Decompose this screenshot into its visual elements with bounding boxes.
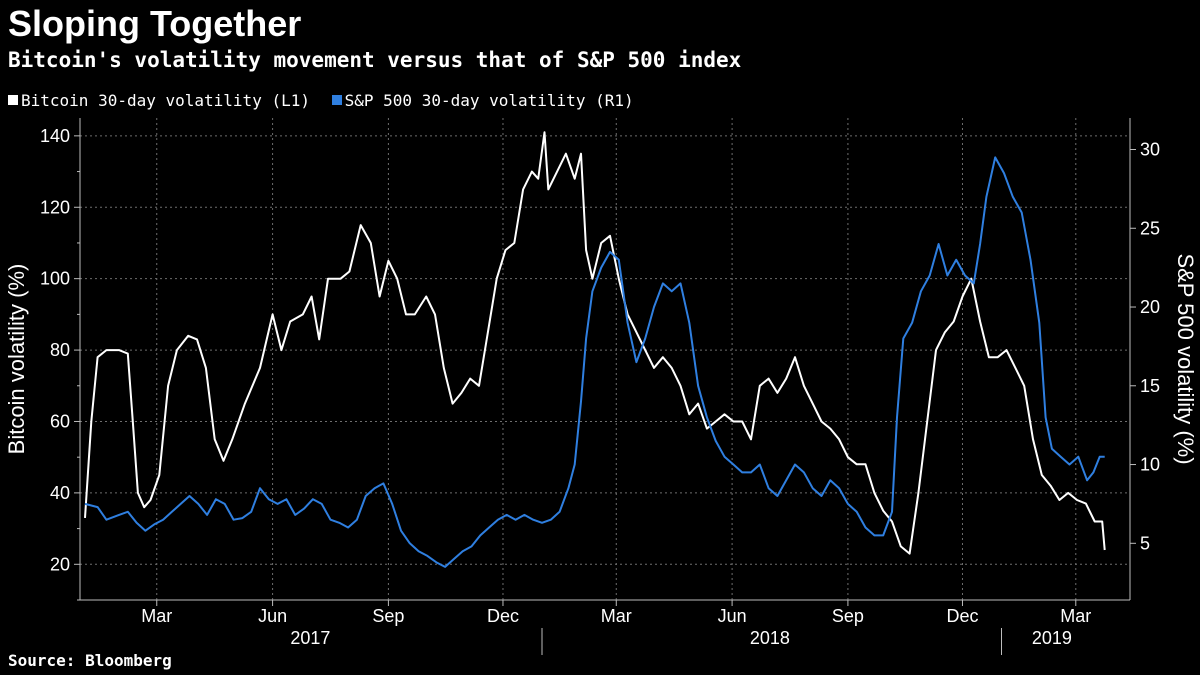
x-tick-label: Mar [1060,606,1091,626]
left-tick-label: 100 [40,269,70,289]
right-tick-label: 10 [1140,455,1160,475]
right-axis-title: S&P 500 volatility (%) [1173,253,1198,464]
legend-label-bitcoin: Bitcoin 30-day volatility (L1) [21,91,310,110]
x-tick-label: Mar [601,606,632,626]
legend-swatch-bitcoin [8,95,18,105]
left-tick-label: 140 [40,126,70,146]
x-tick-label: Dec [487,606,519,626]
x-tick-label: Dec [946,606,978,626]
legend-item-bitcoin: Bitcoin 30-day volatility (L1) [8,91,310,110]
legend-item-sp500: S&P 500 30-day volatility (R1) [331,91,634,110]
source-note: Source: Bloomberg [8,651,172,670]
left-tick-label: 60 [50,411,70,431]
right-tick-label: 20 [1140,297,1160,317]
x-tick-label: Jun [258,606,287,626]
sp500-volatility-line [84,156,1105,568]
left-tick-label: 20 [50,554,70,574]
left-tick-label: 40 [50,483,70,503]
right-tick-label: 25 [1140,218,1160,238]
chart-subtitle: Bitcoin's volatility movement versus tha… [8,48,742,72]
left-tick-label: 120 [40,197,70,217]
right-tick-label: 15 [1140,376,1160,396]
x-tick-label: Jun [718,606,747,626]
chart-title: Sloping Together [8,3,302,44]
x-tick-label: Sep [372,606,404,626]
bitcoin-volatility-line [84,131,1106,555]
year-label: 2018 [750,628,790,648]
right-tick-label: 5 [1140,533,1150,553]
legend-label-sp500: S&P 500 30-day volatility (R1) [344,91,634,110]
year-label: 2017 [290,628,330,648]
left-axis-title: Bitcoin volatility (%) [4,264,29,455]
x-tick-label: Mar [141,606,172,626]
x-tick-label: Sep [832,606,864,626]
chart-legend: Bitcoin 30-day volatility (L1) S&P 500 3… [8,90,646,112]
left-tick-label: 80 [50,340,70,360]
legend-swatch-sp500 [331,95,342,105]
right-tick-label: 30 [1140,140,1160,160]
year-label: 2019 [1032,628,1072,648]
